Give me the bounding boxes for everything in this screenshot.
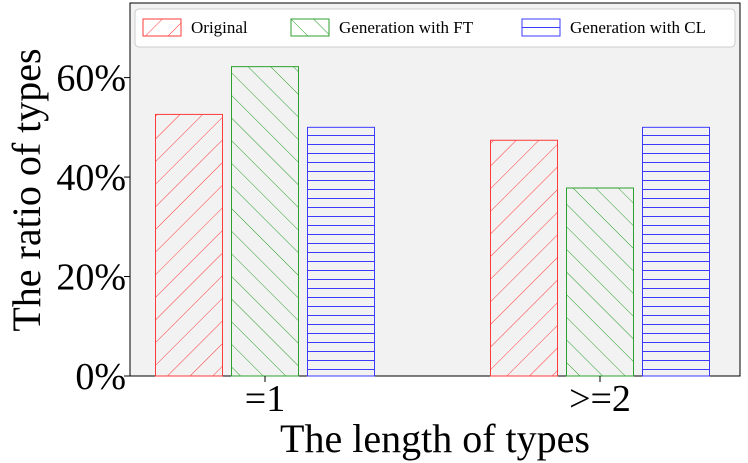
- x-axis-title: The length of types: [280, 416, 590, 461]
- x-axis-ticks: =1 >=2: [245, 376, 631, 420]
- y-tick-label: 60%: [56, 58, 126, 100]
- y-axis-ticks: 0% 20% 40% 60%: [56, 58, 130, 398]
- bar-generation-with-ft-1: [231, 66, 299, 377]
- y-axis-title: The ratio of types: [4, 48, 49, 331]
- bar-generation-with-cl-2: [642, 126, 710, 377]
- legend-box: [134, 8, 736, 48]
- legend-label: Original: [191, 18, 248, 37]
- x-tick-label: >=2: [569, 378, 631, 420]
- bars-group: [155, 66, 710, 377]
- y-tick-label: 20%: [56, 257, 126, 299]
- legend-swatch: [290, 18, 330, 37]
- legend-label: Generation with FT: [339, 18, 474, 37]
- bar-original-1: [155, 113, 223, 377]
- legend: Original Generation with FT Generation wit…: [134, 8, 736, 48]
- legend-swatch: [521, 18, 561, 37]
- y-tick-label: 0%: [75, 356, 126, 398]
- bar-generation-with-ft-2: [566, 187, 634, 377]
- bar-original-2: [490, 139, 558, 377]
- legend-swatch: [142, 18, 182, 37]
- x-tick-label: =1: [245, 378, 285, 420]
- bar-generation-with-cl-1: [307, 126, 375, 377]
- legend-label: Generation with CL: [570, 18, 706, 37]
- y-tick-label: 40%: [56, 157, 126, 199]
